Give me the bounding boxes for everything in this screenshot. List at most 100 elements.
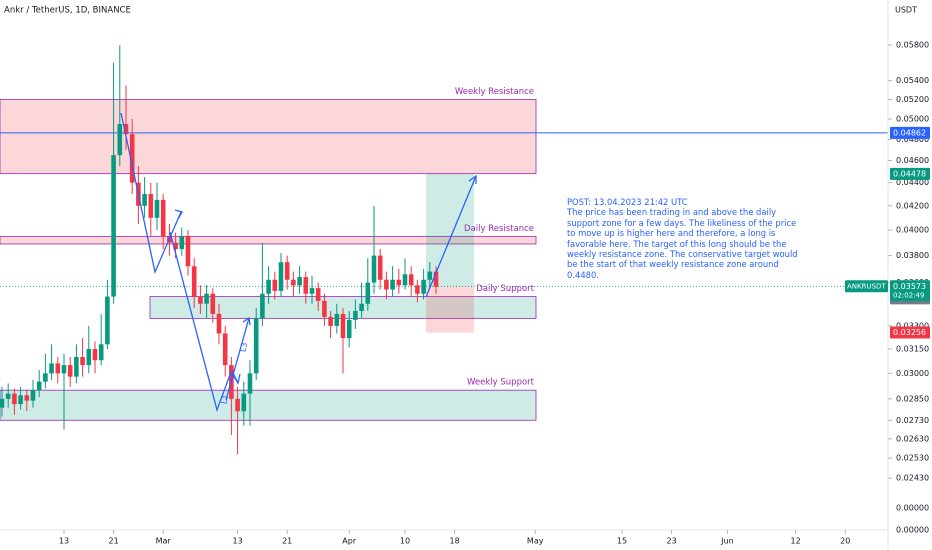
- y-tick-label: 0.02630: [896, 434, 929, 443]
- price-tag-label: 0.04478: [893, 169, 926, 178]
- chart-title: Ankr / TetherUS, 1D, BINANCE: [4, 6, 131, 16]
- price-tag: [890, 326, 930, 339]
- position-stop: [426, 286, 474, 333]
- candle-body: [396, 279, 402, 286]
- zone-label: Daily Support: [476, 284, 534, 294]
- symbol-tag-label: ANKRUSDT: [847, 282, 886, 290]
- price-tag-label: 0.03573: [893, 282, 926, 291]
- candle-body: [18, 395, 23, 405]
- y-tick-label: 0.03300: [896, 321, 929, 330]
- candles: [0, 45, 439, 455]
- candle-body: [49, 363, 54, 374]
- candle-body: [148, 194, 154, 218]
- candle-body: [303, 277, 309, 294]
- zigzag: [120, 112, 182, 275]
- drawings: [120, 112, 477, 413]
- candle-body: [117, 124, 123, 156]
- y-tick-label: 0.02430: [896, 474, 929, 483]
- zone-label: Weekly Support: [467, 378, 535, 388]
- candle-body: [353, 311, 358, 320]
- candle-body: [278, 262, 284, 291]
- candle-body: [198, 296, 203, 304]
- target-arrow: [425, 175, 477, 298]
- candle-body: [266, 279, 271, 294]
- candle-body: [185, 236, 191, 267]
- price-tag: [890, 280, 930, 302]
- candle-body: [216, 313, 222, 334]
- axis-unit: USDT: [895, 6, 917, 15]
- arrowhead: [468, 174, 477, 184]
- arrowhead: [232, 372, 241, 385]
- candle-body: [365, 282, 371, 304]
- candle-body: [24, 395, 30, 401]
- candle-body: [80, 356, 85, 366]
- arrowhead: [174, 209, 183, 220]
- y-tick-label: 0.04600: [896, 156, 929, 165]
- candle-body: [222, 333, 228, 366]
- y-tick-label: 0.04200: [896, 201, 929, 210]
- x-tick-label: 12: [791, 537, 801, 546]
- y-tick-label: 0.05400: [896, 76, 929, 85]
- zone-label: Daily Resistance: [464, 224, 534, 234]
- candle-body: [179, 236, 185, 250]
- candle-body: [390, 279, 395, 290]
- x-tick-label: 13: [59, 537, 69, 546]
- candle-body: [253, 318, 259, 374]
- candle-body: [154, 199, 160, 218]
- candle-body: [67, 365, 73, 377]
- y-tick-label: 0.04000: [896, 226, 929, 235]
- candle-body: [247, 373, 253, 394]
- candle-body: [55, 363, 61, 374]
- candle-body: [415, 285, 420, 294]
- price-tag: [890, 126, 930, 139]
- x-tick-label: 21: [108, 537, 118, 546]
- candle-body: [260, 293, 265, 319]
- candle-body: [377, 255, 383, 280]
- y-tick-label: 0.02850: [896, 394, 929, 403]
- candle-body: [340, 313, 346, 339]
- x-tick-label: Jun: [720, 537, 734, 546]
- symbol-tag: [845, 280, 888, 293]
- x-tick-label: 15: [617, 537, 627, 546]
- candle-body: [30, 390, 36, 401]
- y-tick-label: 0.04400: [896, 178, 929, 187]
- candle-body: [371, 255, 377, 283]
- candle-body: [427, 271, 433, 280]
- candle-body: [173, 242, 178, 250]
- candle-body: [241, 393, 247, 412]
- zone: [0, 99, 537, 175]
- candle-body: [74, 356, 79, 377]
- candle-body: [359, 303, 364, 312]
- extra-axis-label: 0.00000: [896, 504, 929, 513]
- zone: [0, 389, 537, 421]
- candle-body: [12, 393, 17, 405]
- candle-body: [204, 293, 209, 304]
- candle-body: [210, 293, 216, 314]
- price-tag-label: 0.04862: [893, 128, 926, 137]
- candle-body: [98, 344, 104, 361]
- y-tick-label: 0.02730: [896, 416, 929, 425]
- x-tick-label: 18: [450, 537, 460, 546]
- candle-body: [235, 398, 240, 412]
- candle-body: [315, 288, 321, 301]
- candle-body: [291, 279, 296, 286]
- candle-body: [43, 373, 48, 382]
- candle-body: [86, 349, 92, 366]
- y-tick-label: 0.05200: [896, 95, 929, 104]
- y-tick-label: 0.03000: [896, 369, 929, 378]
- zone: [0, 235, 537, 245]
- x-tick-label: May: [527, 537, 544, 546]
- candle-body: [105, 296, 110, 345]
- y-tick-label: 0.04800: [896, 135, 929, 144]
- candle-body: [142, 194, 147, 206]
- candle-body: [433, 271, 439, 287]
- zigzag: [169, 231, 239, 413]
- price-tag-label: 0.03256: [893, 328, 926, 337]
- drawing-label: L3: [239, 342, 250, 353]
- y-tick-label: 0.02530: [896, 454, 929, 463]
- x-tick-label: Apr: [342, 537, 357, 546]
- candle-body: [111, 155, 116, 297]
- zones: Weekly Resistance Daily Resistance Daily S…: [0, 87, 888, 421]
- x-tick-label: 10: [400, 537, 410, 546]
- candle-body: [346, 319, 352, 339]
